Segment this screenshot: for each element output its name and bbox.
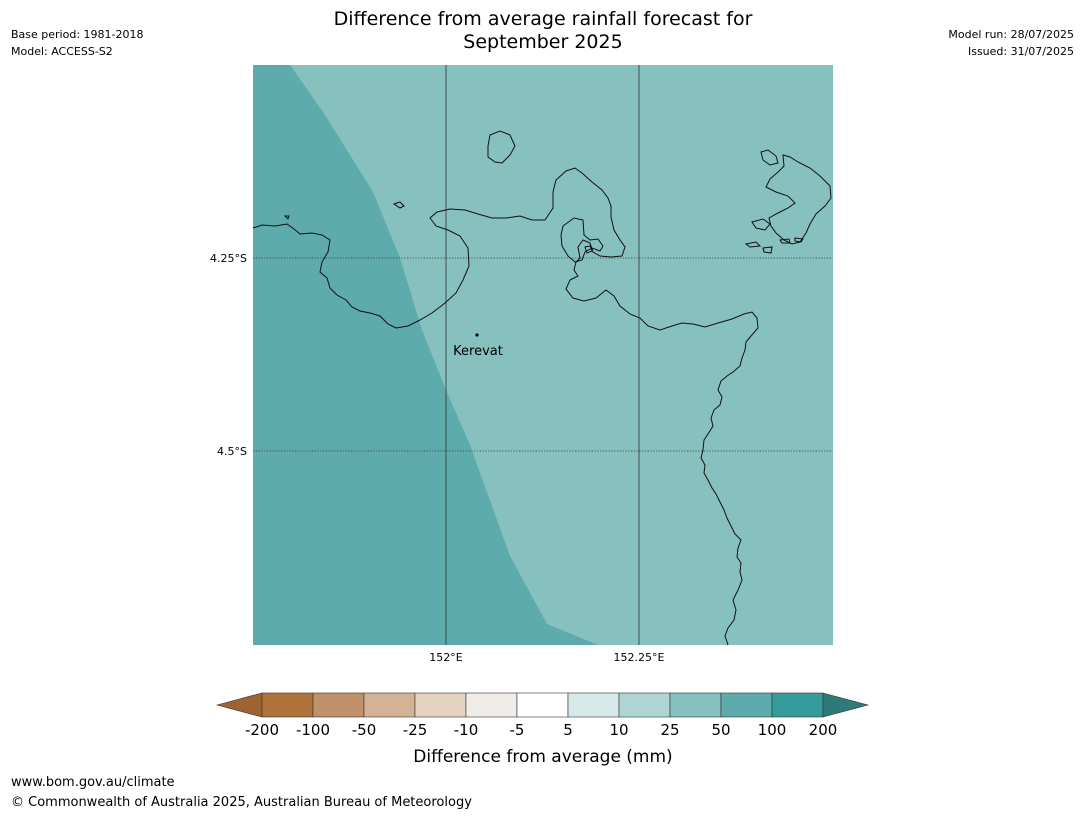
model-run: Model run: 28/07/2025 (948, 28, 1074, 41)
colorbar-segment (465, 692, 518, 718)
colorbar-tick-label: 25 (660, 721, 679, 739)
colorbar-segment (567, 692, 620, 718)
lon-label-152: 152°E (429, 651, 462, 664)
colorbar-segments (215, 692, 870, 718)
footer-url: www.bom.gov.au/climate (11, 775, 175, 790)
coastline-west-islet (283, 215, 290, 220)
colorbar-tick-label: 100 (758, 721, 787, 739)
coastline-islet-a (392, 201, 405, 209)
title-line-1: Difference from average rainfall forecas… (333, 8, 753, 30)
colorbar-extend-low (215, 692, 263, 718)
lat-label-4-5: 4.5°S (217, 445, 247, 458)
base-period: Base period: 1981-2018 (11, 28, 144, 41)
place-label-kerevat: Kerevat (453, 344, 503, 359)
lon-label-152-25: 152.25°E (614, 651, 665, 664)
colorbar-segment (618, 692, 671, 718)
colorbar-segment (516, 692, 569, 718)
lat-label-4-25: 4.25°S (210, 252, 247, 265)
coastline-east-islands (744, 149, 832, 254)
map-title: Difference from average rainfall forecas… (243, 8, 843, 54)
coastline (252, 130, 832, 646)
map-region-50-100 (253, 65, 598, 645)
coastline-north-island (487, 130, 516, 164)
colorbar-tick-label: -5 (510, 721, 525, 739)
meta-left: Base period: 1981-2018 Model: ACCESS-S2 (11, 26, 143, 60)
colorbar-tick-label: -200 (245, 721, 279, 739)
colorbar-segment (720, 692, 773, 718)
colorbar-extend-high (822, 692, 870, 718)
colorbar-segment (669, 692, 722, 718)
colorbar-segment (261, 692, 314, 718)
colorbar-tick-label: -25 (403, 721, 428, 739)
colorbar-tick-label: 5 (563, 721, 573, 739)
colorbar-tick-label: -100 (296, 721, 330, 739)
colorbar-tick-label: -10 (454, 721, 479, 739)
colorbar-segment (312, 692, 365, 718)
title-line-2: September 2025 (463, 31, 623, 53)
colorbar-tick-label: 10 (609, 721, 628, 739)
colorbar-segment (771, 692, 824, 718)
footer-copyright: © Commonwealth of Australia 2025, Austra… (11, 795, 472, 810)
colorbar-segment (363, 692, 416, 718)
model-name: Model: ACCESS-S2 (11, 45, 113, 58)
meta-right: Model run: 28/07/2025 Issued: 31/07/2025 (948, 26, 1074, 60)
colorbar-tick-label: 50 (711, 721, 730, 739)
graticule (253, 65, 833, 645)
coastline-islet-b (584, 245, 593, 254)
kerevat-marker (475, 333, 479, 337)
issued-date: Issued: 31/07/2025 (967, 45, 1074, 58)
colorbar-segment (414, 692, 467, 718)
colorbar-tick-label: -50 (352, 721, 377, 739)
coastline-inner-bay (560, 217, 604, 263)
colorbar-tick-label: 200 (809, 721, 838, 739)
colorbar-tick-labels: -200 -100 -50 -25 -10 -5 5 10 25 50 100 200 (245, 721, 837, 739)
colorbar-label: Difference from average (mm) (413, 747, 672, 767)
